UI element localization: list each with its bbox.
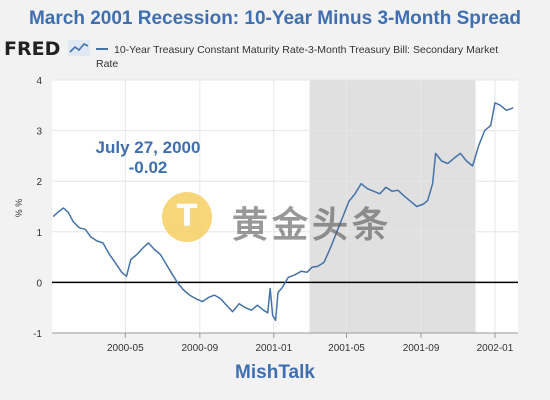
y-tick-label: -1	[33, 329, 42, 340]
y-tick-label: 2	[36, 177, 42, 188]
chart-legend: 10-Year Treasury Constant Maturity Rate-…	[96, 43, 516, 71]
y-axis-label: % %	[14, 199, 24, 218]
legend-label: 10-Year Treasury Constant Maturity Rate-…	[96, 44, 499, 70]
y-tick-label: 1	[36, 228, 42, 239]
y-tick-label: 3	[36, 127, 42, 138]
x-tick-label: 2002-01	[477, 343, 514, 354]
legend-swatch	[96, 48, 108, 51]
x-tick-label: 2001-01	[255, 343, 292, 354]
annotation-date: July 27, 2000	[95, 138, 201, 157]
y-tick-label: 0	[36, 278, 42, 289]
credit-text: MishTalk	[235, 362, 315, 383]
x-tick-label: 2000-09	[182, 343, 219, 354]
x-tick-label: 2001-05	[328, 343, 365, 354]
y-tick-label: 4	[36, 76, 42, 87]
watermark-letter: T	[176, 199, 198, 234]
x-tick-label: 2000-05	[107, 343, 144, 354]
annotation-value: -0.02	[128, 158, 168, 177]
watermark-text: 黄金头条	[232, 205, 393, 246]
series-line	[52, 102, 514, 322]
recession-shading	[309, 80, 476, 333]
x-tick-label: 2001-09	[403, 343, 440, 354]
fred-graph-icon	[68, 40, 90, 56]
chart-title: March 2001 Recession: 10-Year Minus 3-Mo…	[28, 8, 522, 29]
chart-annotation: July 27, 2000 -0.02	[88, 138, 208, 178]
fred-logo: FRED	[4, 38, 61, 60]
watermark: T 黄金头条	[162, 192, 422, 246]
watermark-logo-icon	[162, 192, 212, 242]
